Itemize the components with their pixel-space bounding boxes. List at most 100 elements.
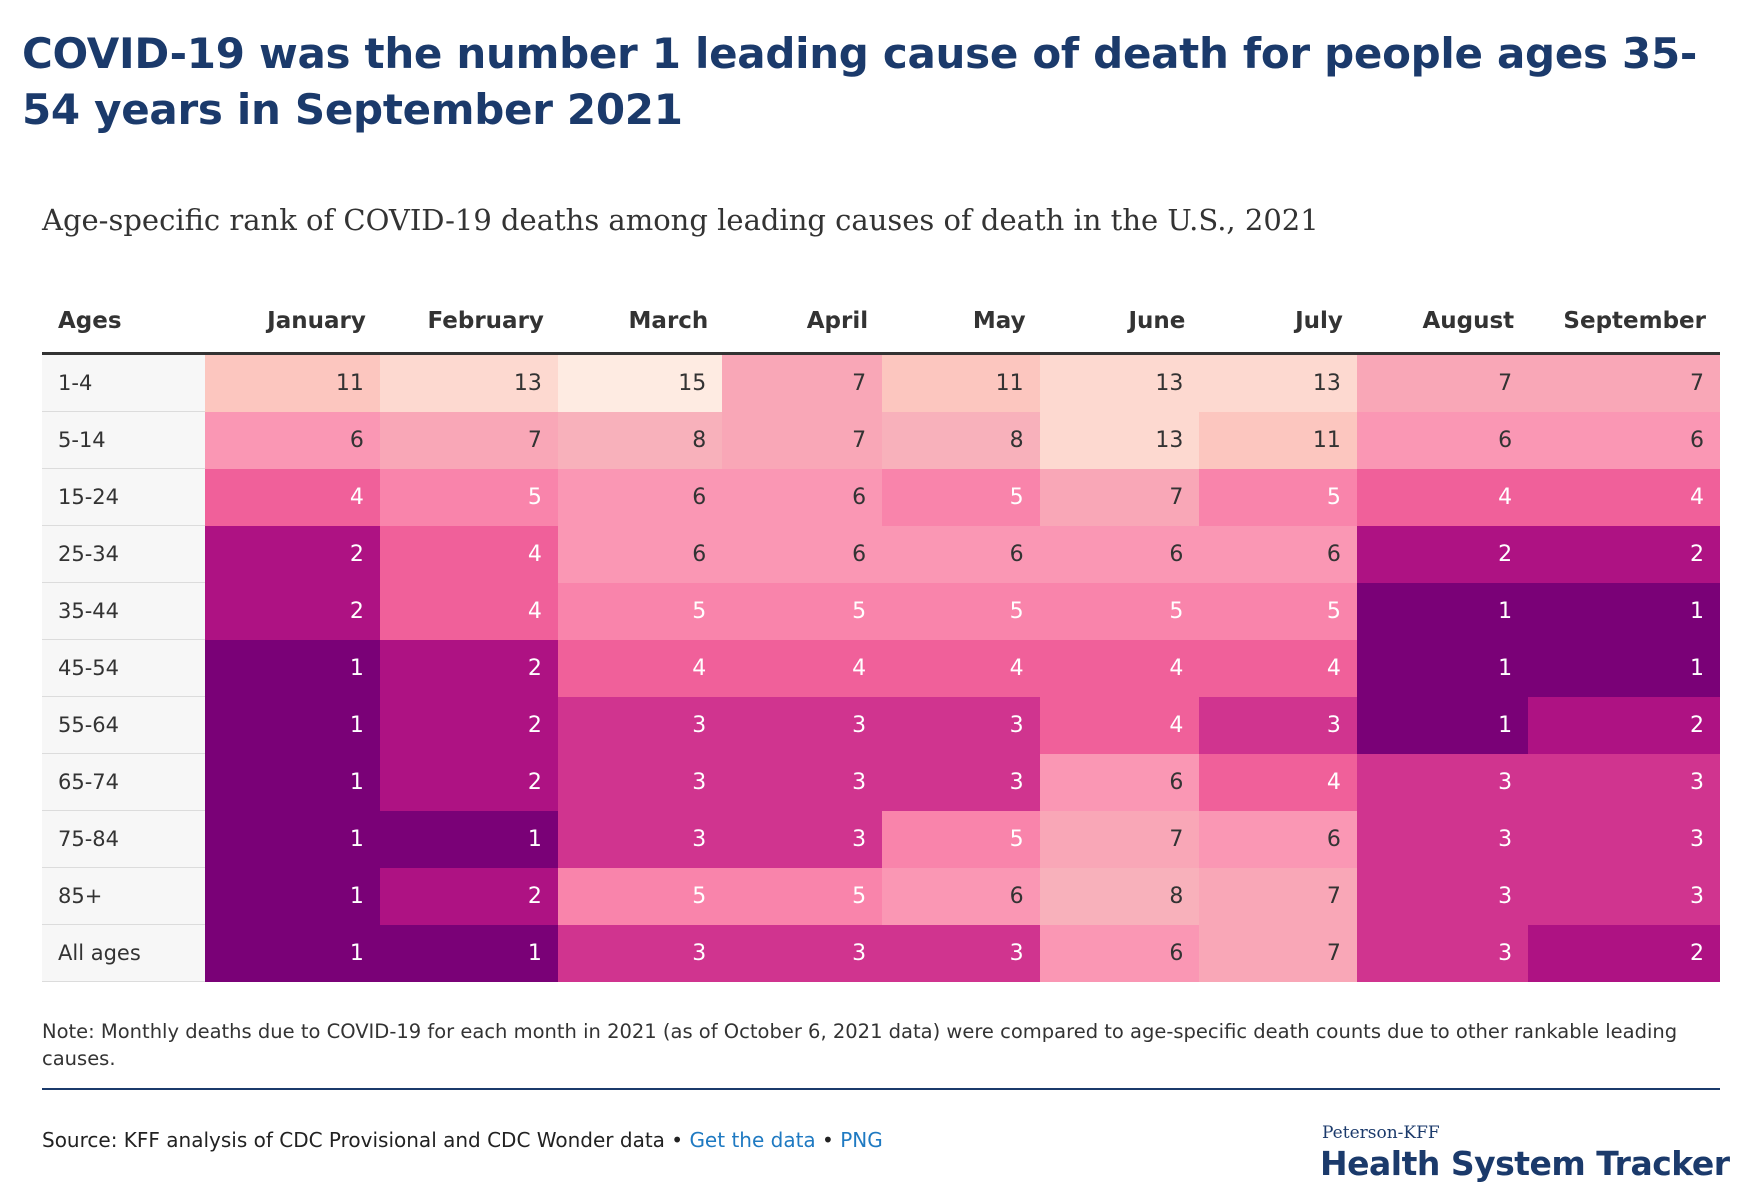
heatmap-cell: 3 xyxy=(1356,810,1529,868)
separator-1: • xyxy=(671,1128,684,1152)
heatmap-cell: 5 xyxy=(1199,582,1357,640)
heatmap-cell: 6 xyxy=(1039,753,1200,811)
heatmap-cell: 8 xyxy=(557,411,723,469)
heatmap-cell: 1 xyxy=(1356,696,1529,754)
age-label: 65-74 xyxy=(42,753,206,811)
heatmap-cell: 4 xyxy=(1356,468,1529,526)
heatmap-row: 45-54 1 2 4 4 4 4 4 1 1 xyxy=(42,639,1720,697)
note-text: Note: Monthly deaths due to COVID-19 for… xyxy=(42,1020,1678,1070)
heatmap-cell: 5 xyxy=(379,468,558,526)
heatmap-cell: 8 xyxy=(1039,867,1200,925)
heatmap-cell: 4 xyxy=(1039,696,1200,754)
heatmap-cell: 2 xyxy=(379,867,558,925)
heatmap-cell: 2 xyxy=(1528,924,1720,982)
age-label: 25-34 xyxy=(42,525,206,583)
heatmap-cell: 5 xyxy=(557,582,723,640)
heatmap-row: All ages 1 1 3 3 3 6 7 3 2 xyxy=(42,924,1720,982)
age-label: 15-24 xyxy=(42,468,206,526)
heatmap-cell: 4 xyxy=(205,468,380,526)
heatmap-cell: 1 xyxy=(205,696,380,754)
heatmap-cell: 3 xyxy=(1528,753,1720,811)
heatmap-cell: 6 xyxy=(1528,411,1720,469)
heatmap-cell: 1 xyxy=(205,924,380,982)
heatmap-row: 85+ 1 2 5 5 6 8 7 3 3 xyxy=(42,867,1720,925)
heatmap-cell: 11 xyxy=(205,353,380,412)
heatmap-cell: 13 xyxy=(379,353,558,412)
heatmap-cell: 5 xyxy=(1199,468,1357,526)
heatmap-cell: 2 xyxy=(205,582,380,640)
heatmap-cell: 3 xyxy=(722,810,883,868)
heatmap-cell: 4 xyxy=(379,582,558,640)
heatmap-cell: 5 xyxy=(722,867,883,925)
png-link[interactable]: PNG xyxy=(840,1128,883,1152)
heatmap-cell: 2 xyxy=(379,753,558,811)
heatmap-row: 25-34 2 4 6 6 6 6 6 2 2 xyxy=(42,525,1720,583)
heatmap-cell: 1 xyxy=(1528,582,1720,640)
heatmap-cell: 7 xyxy=(1039,810,1200,868)
heatmap-cell: 1 xyxy=(1528,639,1720,697)
column-header-april: April xyxy=(722,290,883,355)
column-header-january: January xyxy=(205,290,380,355)
heatmap-cell: 3 xyxy=(722,924,883,982)
heatmap-cell: 1 xyxy=(1356,639,1529,697)
heatmap-row: 5-14 6 7 8 7 8 13 11 6 6 xyxy=(42,411,1720,469)
age-label: 35-44 xyxy=(42,582,206,640)
source-line: Source: KFF analysis of CDC Provisional … xyxy=(42,1128,883,1152)
heatmap-cell: 6 xyxy=(722,468,883,526)
heatmap-cell: 7 xyxy=(722,353,883,412)
heatmap-body: 1-4 11 13 15 7 11 13 13 7 7 5-14 6 7 8 7 8 13 11 6 6 15-24 4 5… xyxy=(42,353,1720,982)
heatmap-cell: 3 xyxy=(1356,753,1529,811)
heatmap-cell: 7 xyxy=(379,411,558,469)
heatmap-row: 1-4 11 13 15 7 11 13 13 7 7 xyxy=(42,353,1720,412)
heatmap-cell: 3 xyxy=(722,753,883,811)
heatmap-cell: 7 xyxy=(1199,867,1357,925)
heatmap-cell: 3 xyxy=(557,810,723,868)
heatmap-row: 65-74 1 2 3 3 3 6 4 3 3 xyxy=(42,753,1720,811)
age-label: 45-54 xyxy=(42,639,206,697)
heatmap-cell: 6 xyxy=(1356,411,1529,469)
heatmap-cell: 13 xyxy=(1039,353,1200,412)
heatmap-cell: 1 xyxy=(379,924,558,982)
heatmap-cell: 4 xyxy=(1199,753,1357,811)
heatmap-cell: 3 xyxy=(882,924,1040,982)
column-header-june: June xyxy=(1039,290,1200,355)
header-row: Ages January February March April May June Jul… xyxy=(42,290,1720,355)
page-title: COVID-19 was the number 1 leading cause … xyxy=(22,29,1698,134)
heatmap-cell: 6 xyxy=(205,411,380,469)
heatmap-cell: 1 xyxy=(205,867,380,925)
brand-logo-small: Peterson-KFF xyxy=(1322,1123,1440,1143)
heatmap-cell: 6 xyxy=(1039,924,1200,982)
column-header-february: February xyxy=(379,290,558,355)
heatmap-cell: 1 xyxy=(1356,582,1529,640)
heatmap-cell: 13 xyxy=(1039,411,1200,469)
heatmap-cell: 5 xyxy=(882,468,1040,526)
heatmap-cell: 3 xyxy=(1528,810,1720,868)
chart-title: Age-specific rank of COVID-19 deaths amo… xyxy=(42,203,1319,237)
age-label: 1-4 xyxy=(42,353,206,412)
heatmap-cell: 5 xyxy=(882,810,1040,868)
heatmap-cell: 2 xyxy=(1356,525,1529,583)
footer-divider xyxy=(42,1088,1720,1090)
heatmap-cell: 1 xyxy=(205,810,380,868)
heatmap-cell: 6 xyxy=(1199,525,1357,583)
heatmap-cell: 6 xyxy=(557,525,723,583)
heatmap-cell: 4 xyxy=(1528,468,1720,526)
heatmap-cell: 7 xyxy=(722,411,883,469)
heatmap-cell: 1 xyxy=(205,639,380,697)
column-header-may: May xyxy=(882,290,1040,355)
heatmap-cell: 5 xyxy=(557,867,723,925)
heatmap-cell: 1 xyxy=(205,753,380,811)
heatmap-cell: 8 xyxy=(882,411,1040,469)
heatmap-cell: 7 xyxy=(1356,353,1529,412)
heatmap-cell: 6 xyxy=(882,525,1040,583)
heatmap-cell: 5 xyxy=(1039,582,1200,640)
heatmap-row: 35-44 2 4 5 5 5 5 5 1 1 xyxy=(42,582,1720,640)
get-the-data-link[interactable]: Get the data xyxy=(689,1128,816,1152)
heatmap-cell: 6 xyxy=(1199,810,1357,868)
heatmap-row: 75-84 1 1 3 3 5 7 6 3 3 xyxy=(42,810,1720,868)
heatmap-cell: 4 xyxy=(722,639,883,697)
heatmap-cell: 2 xyxy=(1528,525,1720,583)
heatmap-cell: 7 xyxy=(1199,924,1357,982)
heatmap-cell: 4 xyxy=(882,639,1040,697)
heatmap-cell: 3 xyxy=(1356,924,1529,982)
